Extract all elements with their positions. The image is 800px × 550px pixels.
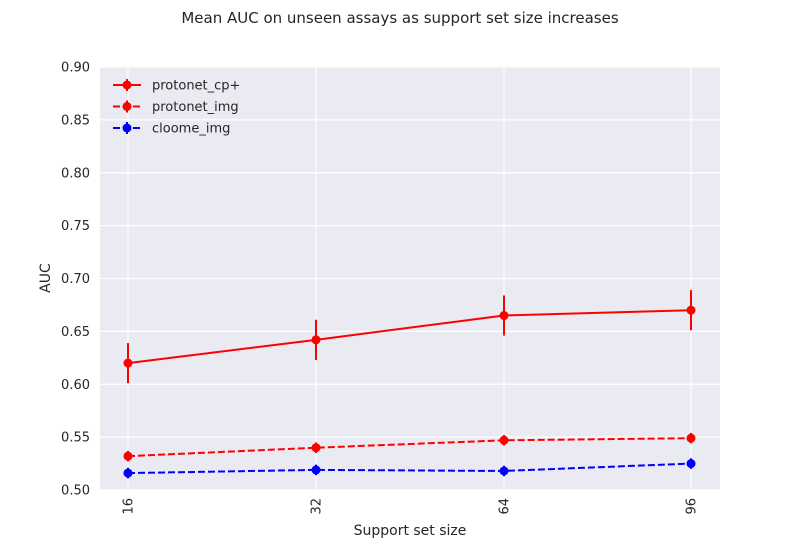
series-protonet_img (123, 432, 696, 462)
y-tick-label: 0.80 (61, 166, 90, 181)
x-tick-label: 64 (498, 498, 513, 515)
series-layer (123, 290, 696, 479)
legend-item: protonet_img (113, 100, 239, 115)
y-tick-label: 0.65 (61, 325, 90, 340)
data-point (499, 466, 509, 476)
x-tick-labels: 16 32 64 96 (122, 498, 700, 515)
y-tick-label: 0.60 (61, 378, 90, 393)
legend-item: cloome_img (113, 122, 230, 137)
y-tick-label: 0.55 (61, 431, 90, 446)
data-point (123, 358, 133, 368)
x-tick-label: 32 (310, 498, 325, 515)
y-tick-labels: 0.50 0.55 0.60 0.65 0.70 0.75 0.80 0.85 0.90 (61, 61, 90, 499)
data-point (123, 468, 133, 478)
data-point (311, 465, 321, 475)
data-point (686, 305, 696, 315)
y-tick-label: 0.70 (61, 272, 90, 287)
data-point (499, 311, 509, 321)
legend-label: protonet_cp+ (152, 79, 240, 94)
legend-label: protonet_img (152, 100, 239, 115)
legend-item: protonet_cp+ (113, 79, 240, 94)
data-point (311, 443, 321, 453)
x-axis-label: Support set size (354, 523, 467, 539)
data-point (311, 335, 321, 345)
y-tick-label: 0.85 (61, 113, 90, 128)
data-point (686, 433, 696, 443)
data-point (686, 459, 696, 469)
chart-title: Mean AUC on unseen assays as support set… (181, 9, 619, 27)
data-point (123, 451, 133, 461)
legend-marker (122, 123, 132, 133)
legend: protonet_cp+ protonet_img cloome_img (113, 79, 240, 137)
series-cloome_img (123, 458, 696, 479)
y-tick-label: 0.90 (61, 61, 90, 76)
series-line (127, 437, 692, 458)
series-line (127, 462, 692, 475)
series-line (127, 309, 692, 365)
y-tick-label: 0.75 (61, 219, 90, 234)
legend-marker (122, 102, 132, 111)
legend-label: cloome_img (152, 122, 230, 137)
legend-marker (122, 80, 132, 90)
x-tick-label: 16 (122, 498, 137, 515)
data-point (499, 435, 509, 445)
y-axis-label: AUC (38, 263, 54, 293)
y-tick-label: 0.50 (61, 484, 90, 499)
grid (100, 66, 720, 491)
x-tick-label: 96 (685, 498, 700, 515)
series-protonet_cp+ (123, 290, 696, 384)
